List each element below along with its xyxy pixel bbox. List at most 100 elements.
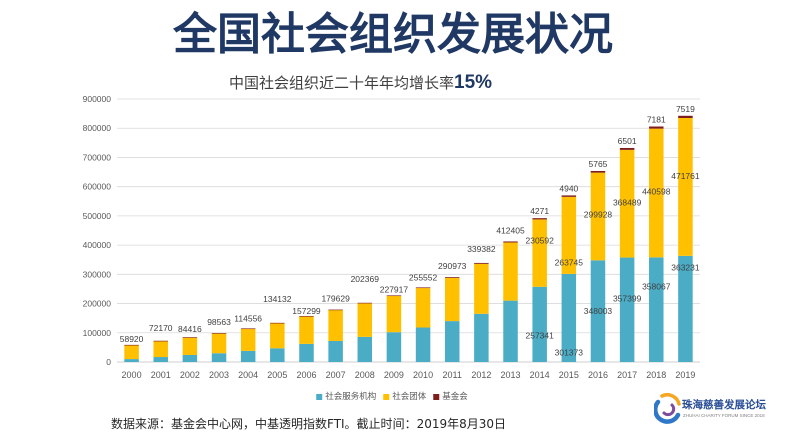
bar-social-group-2008 (357, 303, 373, 337)
bar-social-group-2003 (211, 333, 227, 354)
bar-social-service-org-2006 (299, 343, 314, 362)
total-label-2013: 412405 (496, 225, 525, 235)
data-label-social-service-org-2014: 257341 (525, 331, 554, 341)
x-tick-label-2002: 2002 (180, 370, 200, 380)
bar-foundation-2018 (649, 126, 664, 129)
legend-label: 社会团体 (392, 391, 427, 402)
x-tick-label-2005: 2005 (267, 370, 287, 380)
source-note: 数据来源：基金会中心网，中基透明指数FTI。截止时间：2019年8月30日 (111, 417, 507, 431)
legend-swatch (383, 394, 390, 400)
logo-arc-orange (660, 393, 681, 406)
y-tick-label: 500000 (83, 211, 112, 221)
data-label-social-group-2018: 440598 (642, 187, 671, 197)
x-tick-label-2007: 2007 (326, 370, 346, 380)
total-label-2001: 72170 (149, 323, 173, 333)
data-label-social-group-2015: 263745 (555, 257, 584, 267)
x-tick-label-2018: 2018 (646, 370, 666, 380)
data-label-foundation-2017: 6501 (618, 136, 637, 146)
forum-logo: 珠海慈善发展论坛 ZHUHAI CHARITY FORUM SINCE 2018 (654, 390, 774, 430)
bar-social-group-2000 (124, 345, 139, 360)
bar-foundation-2007 (328, 309, 343, 311)
bar-social-group-2010 (415, 288, 431, 328)
logo-arc-purple (662, 403, 676, 417)
total-label-2006: 157299 (292, 306, 321, 316)
data-label-foundation-2018: 7181 (647, 115, 666, 125)
bar-foundation-2000 (124, 344, 139, 346)
data-label-social-service-org-2017: 357399 (613, 293, 642, 303)
data-label-social-service-org-2018: 358067 (642, 282, 671, 292)
bar-foundation-2016 (590, 170, 606, 173)
legend-item-social-group: 社会团体 (383, 391, 427, 402)
total-label-2002: 84416 (178, 324, 202, 334)
bar-foundation-2001 (153, 340, 168, 342)
total-label-2005: 134132 (263, 294, 292, 304)
bar-social-service-org-2000 (124, 359, 139, 362)
growth-rate-highlight: 15% (454, 72, 493, 93)
bar-foundation-2019 (678, 115, 693, 118)
bar-social-service-org-2019 (678, 255, 693, 362)
data-label-foundation-2016: 5765 (589, 159, 608, 169)
data-label-social-service-org-2019: 363231 (671, 263, 700, 273)
bar-social-service-org-2003 (211, 353, 227, 362)
total-label-2007: 179629 (321, 294, 350, 304)
bar-social-service-org-2004 (240, 350, 256, 362)
logo-tagline: ZHUHAI CHARITY FORUM SINCE 2018 (683, 413, 765, 418)
data-label-social-group-2019: 471761 (671, 171, 700, 181)
bar-social-service-org-2011 (444, 321, 460, 362)
bar-foundation-2017 (619, 147, 635, 150)
x-tick-label-2014: 2014 (530, 370, 550, 380)
bar-social-service-org-2001 (153, 357, 168, 362)
bar-foundation-2003 (211, 333, 227, 334)
bar-social-group-2006 (299, 316, 314, 344)
bar-social-service-org-2012 (474, 313, 489, 362)
x-tick-label-2003: 2003 (209, 370, 229, 380)
x-tick-label-2019: 2019 (675, 370, 695, 380)
x-tick-label-2008: 2008 (355, 370, 375, 380)
bar-social-group-2016 (590, 172, 606, 261)
y-tick-label: 0 (106, 357, 111, 367)
x-tick-label-2001: 2001 (151, 370, 171, 380)
data-label-foundation-2015: 4940 (559, 183, 578, 193)
bar-foundation-2004 (240, 328, 256, 330)
bar-social-group-2013 (503, 242, 518, 301)
x-tick-label-2012: 2012 (471, 370, 491, 380)
bar-social-group-2018 (649, 128, 664, 258)
bar-social-service-org-2015 (561, 273, 577, 362)
y-tick-label: 600000 (83, 182, 112, 192)
bar-social-service-org-2017 (619, 257, 635, 362)
bar-social-group-2005 (270, 323, 285, 349)
swirl-logo-icon (654, 393, 681, 424)
bar-foundation-2005 (270, 322, 285, 324)
x-tick-label-2016: 2016 (588, 370, 608, 380)
x-tick-label-2009: 2009 (384, 370, 404, 380)
x-tick-label-2017: 2017 (617, 370, 637, 380)
data-label-social-group-2016: 299928 (584, 210, 613, 220)
total-label-2011: 290973 (438, 261, 467, 271)
data-label-social-service-org-2015: 301373 (555, 347, 584, 357)
subtitle-text: 中国社会组织近二十年年均增长率 (229, 74, 455, 92)
bar-social-group-2002 (182, 337, 198, 355)
bar-social-group-2015 (561, 196, 577, 274)
legend-swatch (433, 394, 440, 400)
bar-social-group-2011 (444, 277, 460, 322)
y-tick-label: 200000 (83, 299, 112, 309)
legend-item-foundation: 基金会 (433, 391, 468, 402)
bar-foundation-2009 (386, 295, 402, 297)
total-label-2009: 227917 (380, 284, 409, 294)
x-tick-label-2004: 2004 (238, 370, 258, 380)
x-tick-label-2000: 2000 (122, 370, 142, 380)
bar-social-group-2007 (328, 309, 343, 341)
total-label-2008: 202369 (351, 274, 380, 284)
bar-foundation-2015 (561, 195, 577, 197)
total-label-2012: 339382 (467, 244, 496, 254)
bar-foundation-2012 (474, 262, 489, 264)
bar-foundation-2010 (415, 287, 431, 289)
data-label-foundation-2014: 4271 (530, 206, 549, 216)
bar-social-service-org-2016 (590, 260, 606, 362)
x-tick-label-2011: 2011 (443, 370, 462, 380)
bar-social-service-org-2018 (649, 257, 664, 362)
bar-social-service-org-2002 (182, 354, 198, 362)
y-tick-label: 300000 (83, 269, 112, 279)
